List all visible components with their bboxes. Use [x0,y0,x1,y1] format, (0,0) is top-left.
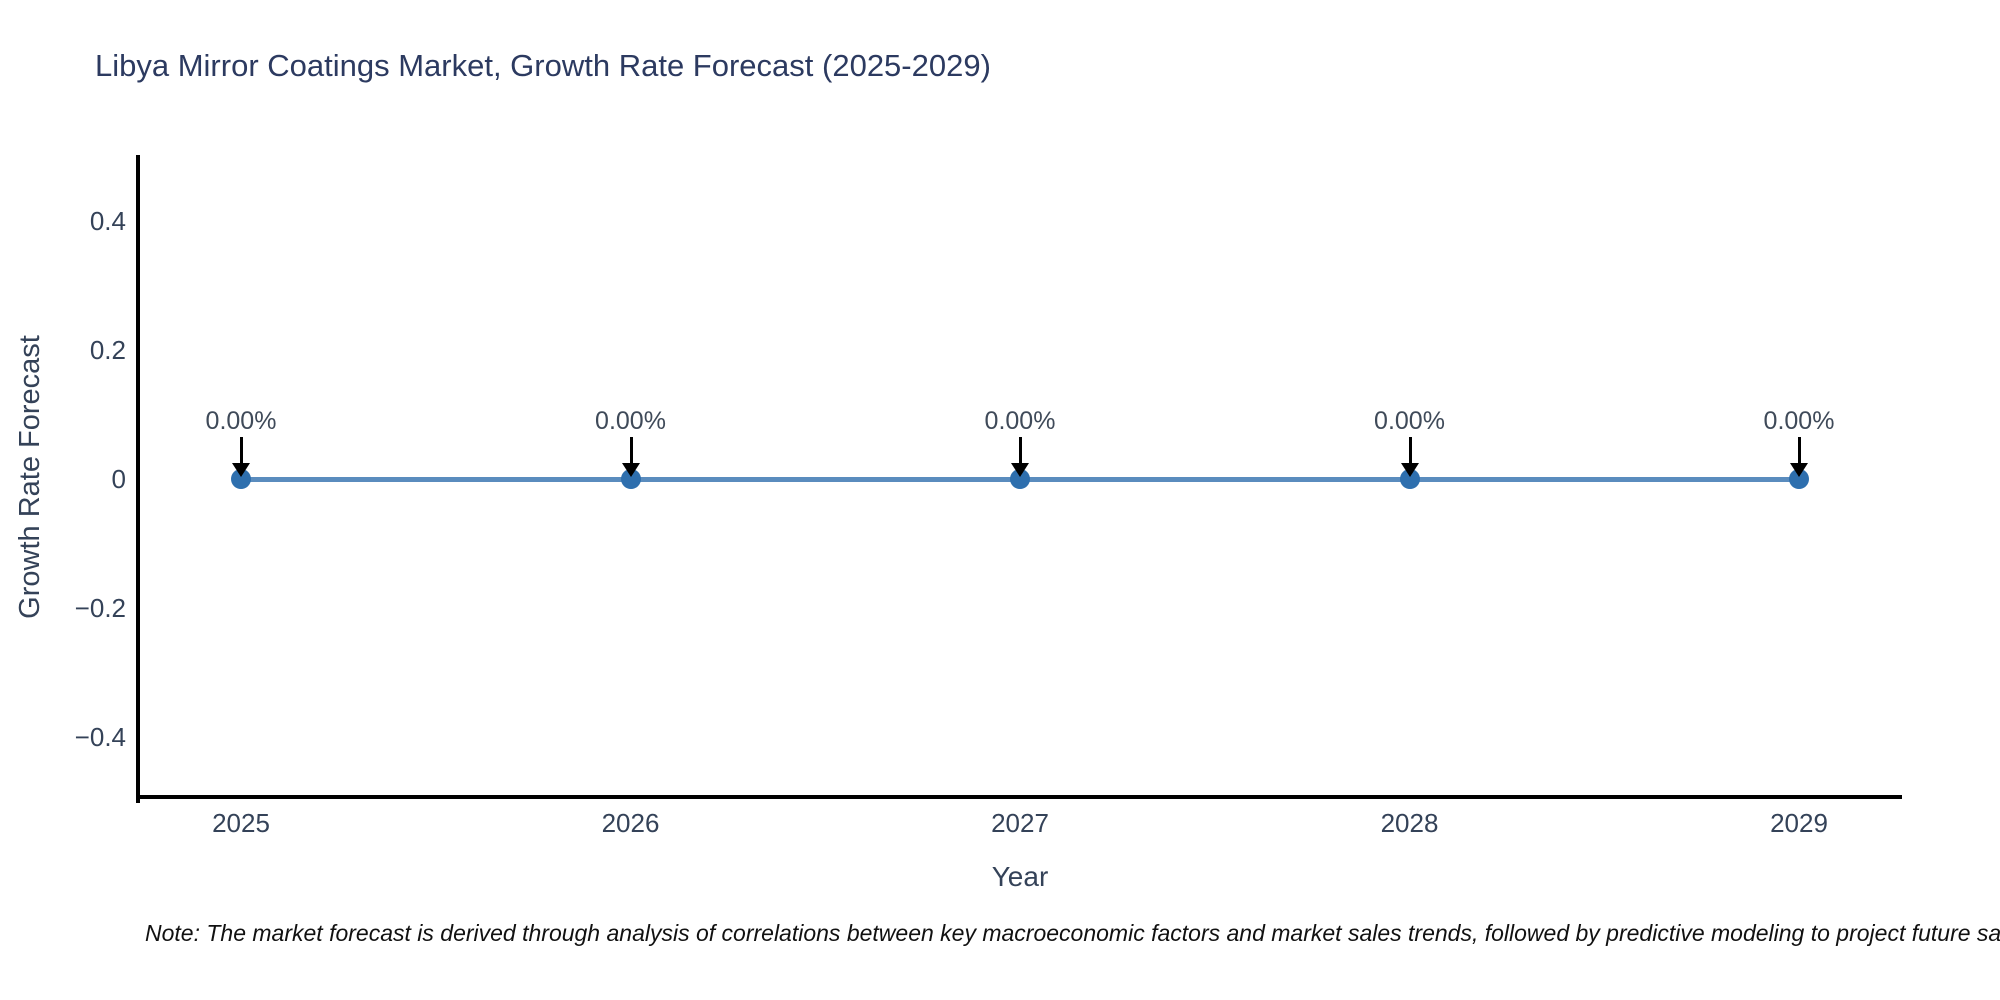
y-tick-label: −0.2 [74,593,126,623]
annotation-arrow-shaft [240,437,243,465]
x-tick-label: 2027 [991,808,1049,838]
annotation-arrow-shaft [629,437,633,465]
x-tick-label: 2029 [1770,808,1828,838]
y-tick-label: 0 [111,464,126,494]
annotation-label: 0.00% [1763,407,1835,435]
y-tick-label: 0.2 [89,335,126,365]
annotation-label: 0.00% [1374,407,1445,435]
annotation-arrow-head [1790,463,1808,477]
annotation-arrow-head [232,463,250,477]
annotation-arrow-head [621,463,640,477]
annotation-arrow-shaft [1019,437,1022,465]
annotation-label: 0.00% [595,407,666,435]
annotation-arrow-shaft [1798,437,1801,465]
x-axis-title: Year [991,861,1049,892]
y-axis-line [136,155,140,803]
x-tick-label: 2026 [601,808,660,838]
x-axis-line [136,795,1902,799]
annotation-arrow-head [1011,463,1029,477]
y-tick-label: −0.4 [74,722,126,752]
chart-title: Libya Mirror Coatings Market, Growth Rat… [95,48,991,83]
x-tick-label: 2025 [212,808,270,838]
annotation-arrow-head [1400,463,1419,477]
annotation-label: 0.00% [984,407,1056,435]
annotation-arrow-shaft [1408,437,1412,465]
x-tick-label: 2028 [1380,808,1439,838]
y-tick-label: 0.4 [89,206,126,236]
annotation-label: 0.00% [205,407,277,435]
footnote: Note: The market forecast is derived thr… [145,920,2000,946]
